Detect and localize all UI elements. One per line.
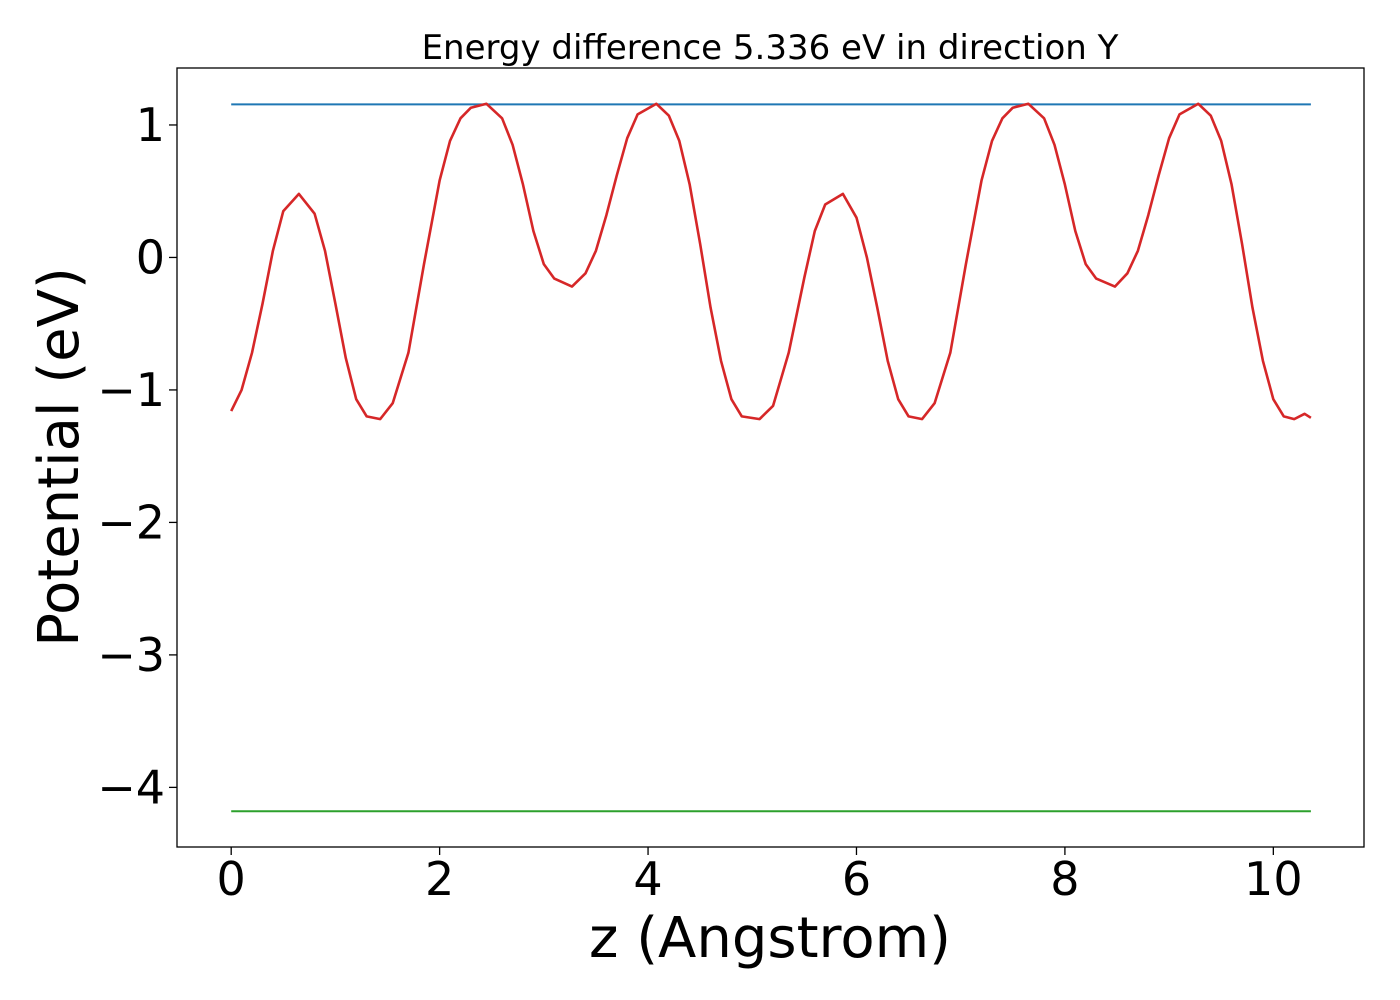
- series-line-2: [230, 102, 1312, 421]
- y-tick-label: −1: [97, 363, 165, 417]
- plot-frame: [176, 67, 1365, 848]
- y-axis-label: Potential (eV): [27, 267, 92, 647]
- x-tick-label: 10: [1244, 852, 1303, 906]
- y-axis: 1 0 −1 −2 −3 −4: [97, 98, 177, 814]
- x-tick-label: 8: [1050, 852, 1079, 906]
- series-layer: [230, 102, 1312, 813]
- x-tick-label: 6: [842, 852, 871, 906]
- y-tick-label: −4: [97, 760, 165, 814]
- x-tick-label: 4: [633, 852, 662, 906]
- chart-title: Energy difference 5.336 eV in direction …: [422, 28, 1119, 68]
- y-tick-label: 0: [136, 230, 165, 284]
- x-axis-label: z (Angstrom): [589, 906, 951, 971]
- x-tick-label: 0: [217, 852, 246, 906]
- y-tick-label: −3: [97, 628, 165, 682]
- y-tick-label: −2: [97, 495, 165, 549]
- x-tick-label: 2: [425, 852, 454, 906]
- y-tick-label: 1: [136, 98, 165, 152]
- x-axis: 0 2 4 6 8 10: [217, 847, 1303, 906]
